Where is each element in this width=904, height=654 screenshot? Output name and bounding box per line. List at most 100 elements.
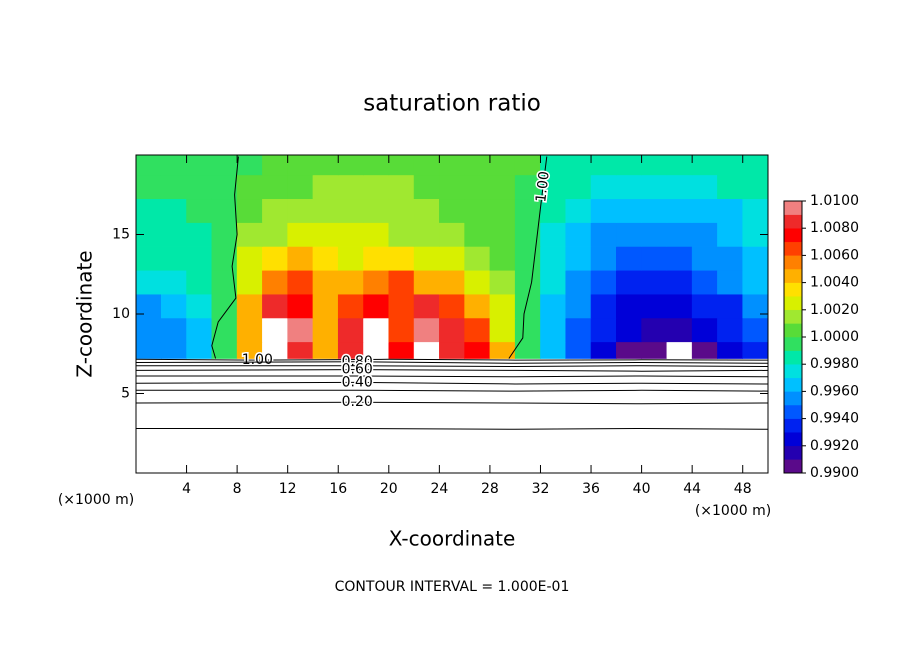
- field-cell: [439, 293, 465, 319]
- field-cell: [287, 341, 314, 359]
- field-cell: [388, 341, 415, 359]
- field-cell: [439, 341, 465, 359]
- x-tick-label: 48: [734, 481, 752, 497]
- field-cell: [312, 222, 339, 247]
- field-cell: [236, 246, 263, 271]
- x-tick-label: 28: [481, 481, 499, 497]
- field-cell: [135, 198, 162, 223]
- field-cell: [439, 317, 465, 343]
- field-cell: [160, 269, 187, 295]
- colorbar-tick-label: 0.9940: [810, 411, 859, 427]
- field-cell: [464, 174, 491, 200]
- contour-label: 1.00: [533, 170, 553, 203]
- field-cell: [717, 246, 744, 271]
- colorbar-tick-label: 1.0000: [810, 329, 859, 345]
- field-cell: [363, 174, 390, 200]
- x-tick-label: 44: [683, 481, 701, 497]
- field-cell: [616, 341, 642, 359]
- field-cell: [641, 222, 668, 247]
- field-cell: [312, 269, 339, 295]
- field-cell: [439, 269, 465, 295]
- field-cell: [666, 246, 693, 271]
- field-cell: [616, 317, 642, 343]
- contour-label: 0.40: [342, 374, 373, 390]
- field-cell: [388, 154, 415, 176]
- field-cell: [262, 222, 288, 247]
- field-cell: [186, 293, 213, 319]
- field-cell: [236, 222, 263, 247]
- field-cell: [363, 154, 390, 176]
- field-cell: [413, 269, 440, 295]
- field-cell: [590, 317, 617, 343]
- field-cell: [262, 269, 288, 295]
- field-cell: [616, 269, 642, 295]
- field-cell: [160, 174, 187, 200]
- field-cell: [287, 293, 314, 319]
- field-cell: [565, 154, 592, 176]
- field-cell: [742, 269, 769, 295]
- field-cell: [363, 246, 390, 271]
- contour-line: [135, 369, 769, 372]
- field-cell: [464, 246, 491, 271]
- colorbar-swatch: [783, 323, 803, 338]
- colorbar-swatch: [783, 336, 803, 351]
- field-cell: [540, 269, 567, 295]
- y-tick-label: 10: [112, 306, 130, 322]
- colorbar-swatch: [783, 282, 803, 297]
- field-cell: [641, 246, 668, 271]
- field-cell: [160, 246, 187, 271]
- x-tick-label: 16: [329, 481, 347, 497]
- field-cell: [489, 154, 516, 176]
- contour-label: 0.60: [342, 362, 373, 378]
- colorbar-swatch: [783, 214, 803, 229]
- field-cell: [616, 174, 642, 200]
- colorbar-tick-label: 0.9920: [810, 438, 859, 454]
- field-cell: [590, 198, 617, 223]
- field-cell: [287, 269, 314, 295]
- field-cell: [236, 174, 263, 200]
- contour-line: [136, 389, 769, 392]
- field-cell: [186, 341, 213, 359]
- field-cell: [717, 293, 744, 319]
- field-cell: [312, 198, 339, 223]
- colorbar-tick-label: 1.0040: [810, 275, 859, 291]
- field-cell: [439, 154, 465, 176]
- colorbar-swatch: [783, 377, 803, 392]
- field-cell: [287, 317, 314, 343]
- field-cell: [211, 293, 238, 319]
- field-cell: [388, 174, 415, 200]
- field-cell: [186, 269, 213, 295]
- field-cell: [312, 293, 339, 319]
- colorbar-tick-label: 1.0020: [810, 302, 859, 318]
- colorbar-swatch: [783, 391, 803, 406]
- field-cell: [135, 246, 162, 271]
- field-cell: [691, 222, 718, 247]
- field-cell: [489, 246, 516, 271]
- field-cell: [742, 341, 769, 359]
- field-cell: [464, 293, 491, 319]
- colorbar-swatch: [783, 418, 803, 433]
- colorbar-tick-label: 1.0100: [810, 193, 859, 209]
- field-cell: [717, 198, 744, 223]
- field-cell: [388, 246, 415, 271]
- field-cell: [337, 198, 364, 223]
- contour-line: [136, 427, 769, 430]
- colorbar-swatch: [783, 363, 803, 379]
- field-cell: [565, 222, 592, 247]
- field-cell: [691, 269, 718, 295]
- field-cell: [590, 174, 617, 200]
- x-tick-label: 40: [633, 481, 651, 497]
- field-cell: [565, 341, 592, 359]
- field-cell: [514, 269, 541, 295]
- field-cell: [236, 269, 263, 295]
- field-cell: [540, 341, 567, 359]
- field-cell: [236, 293, 263, 319]
- field-cell: [717, 222, 744, 247]
- x-tick-label: 24: [430, 481, 448, 497]
- colorbar-swatch: [783, 445, 803, 460]
- contour-line: [136, 375, 769, 378]
- field-cell: [211, 174, 238, 200]
- field-cell: [742, 174, 769, 200]
- field-cell: [413, 293, 440, 319]
